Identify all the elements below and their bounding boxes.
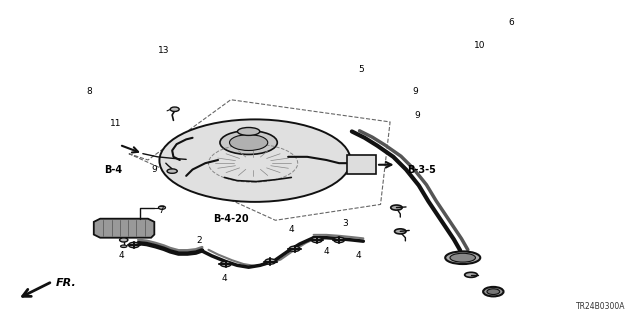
Text: 4: 4	[221, 275, 227, 284]
Text: TR24B0300A: TR24B0300A	[577, 302, 626, 311]
Ellipse shape	[391, 205, 402, 210]
Ellipse shape	[170, 107, 179, 111]
Ellipse shape	[445, 252, 480, 264]
Text: B-3-5: B-3-5	[408, 164, 436, 174]
Polygon shape	[94, 219, 154, 238]
Text: 3: 3	[342, 219, 348, 228]
Text: 9: 9	[152, 165, 157, 174]
Bar	[348, 155, 376, 174]
Ellipse shape	[167, 169, 177, 173]
Ellipse shape	[289, 246, 300, 252]
Text: 4: 4	[324, 247, 329, 256]
Ellipse shape	[237, 127, 260, 135]
Ellipse shape	[129, 242, 140, 248]
Ellipse shape	[159, 119, 351, 202]
Text: 2: 2	[196, 236, 202, 245]
Text: 9: 9	[413, 87, 419, 96]
Ellipse shape	[487, 289, 500, 294]
Text: 6: 6	[508, 18, 514, 27]
Ellipse shape	[333, 237, 344, 243]
Text: 7: 7	[158, 206, 164, 215]
Ellipse shape	[483, 287, 504, 296]
Ellipse shape	[450, 253, 476, 262]
Ellipse shape	[120, 245, 127, 248]
Ellipse shape	[465, 272, 477, 277]
Text: FR.: FR.	[56, 278, 76, 288]
Text: B-4-20: B-4-20	[213, 214, 248, 224]
Ellipse shape	[265, 259, 276, 264]
Text: 4: 4	[118, 251, 124, 260]
Text: 11: 11	[110, 119, 122, 128]
Ellipse shape	[120, 238, 128, 242]
Text: 5: 5	[358, 65, 364, 74]
Ellipse shape	[394, 229, 406, 234]
Text: 13: 13	[158, 46, 170, 55]
Ellipse shape	[230, 135, 268, 150]
Text: 8: 8	[86, 87, 92, 96]
Text: B-4: B-4	[104, 164, 122, 174]
Ellipse shape	[220, 131, 277, 155]
Ellipse shape	[220, 261, 231, 267]
Text: 10: 10	[474, 41, 485, 50]
Ellipse shape	[312, 237, 322, 243]
Text: 4: 4	[355, 251, 361, 260]
Ellipse shape	[159, 206, 166, 209]
Text: 9: 9	[414, 111, 420, 120]
Text: 4: 4	[289, 225, 294, 234]
